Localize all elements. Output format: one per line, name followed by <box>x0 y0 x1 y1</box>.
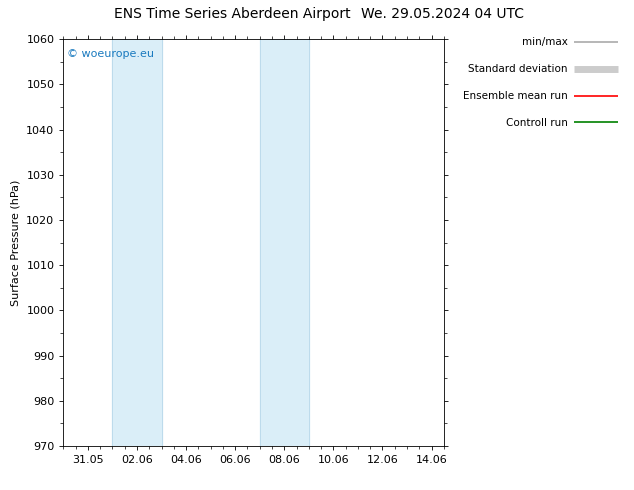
Text: We. 29.05.2024 04 UTC: We. 29.05.2024 04 UTC <box>361 7 524 22</box>
Y-axis label: Surface Pressure (hPa): Surface Pressure (hPa) <box>11 179 21 306</box>
Text: ENS Time Series Aberdeen Airport: ENS Time Series Aberdeen Airport <box>114 7 351 22</box>
Bar <box>112 39 162 446</box>
Bar <box>260 39 309 446</box>
Text: © woeurope.eu: © woeurope.eu <box>67 49 154 59</box>
Text: Ensemble mean run: Ensemble mean run <box>463 91 567 100</box>
Text: Controll run: Controll run <box>505 118 567 127</box>
Text: min/max: min/max <box>522 37 567 47</box>
Text: Standard deviation: Standard deviation <box>468 64 567 74</box>
